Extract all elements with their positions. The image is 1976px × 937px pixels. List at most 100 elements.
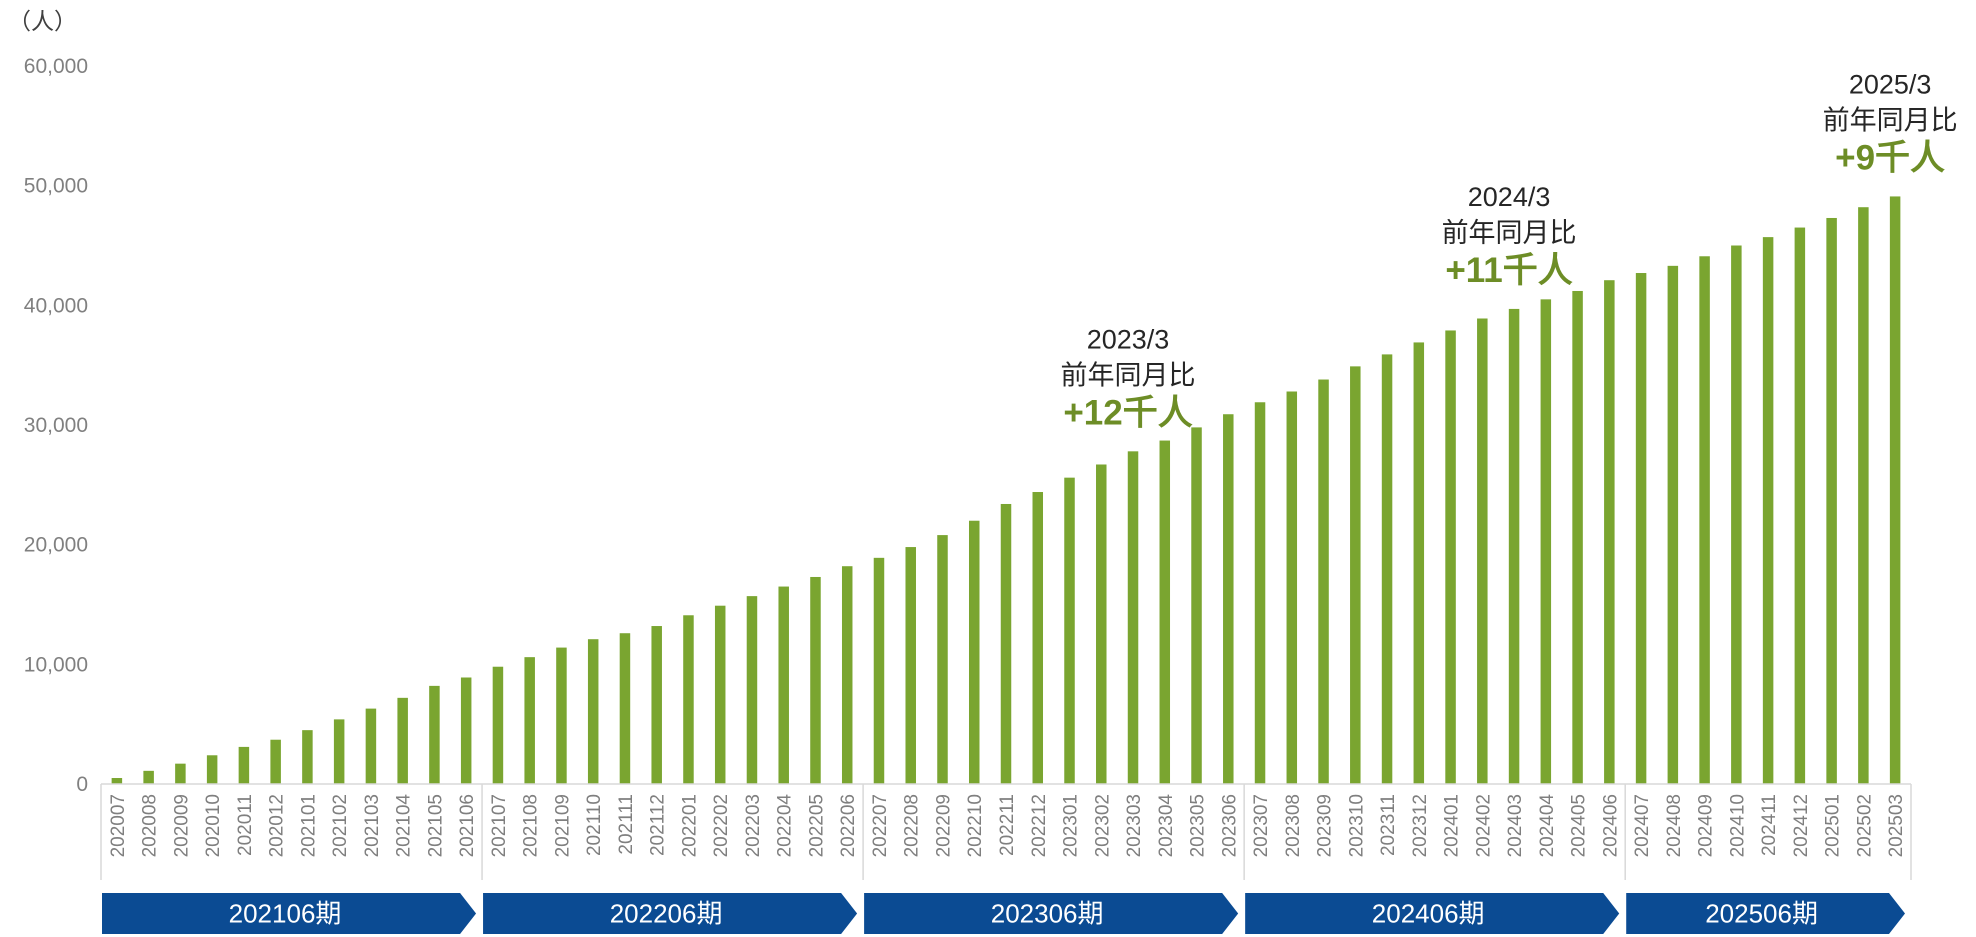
bar	[1540, 299, 1552, 784]
x-tick-label: 202110	[584, 794, 605, 856]
bar	[937, 535, 948, 784]
x-tick-label: 202011	[235, 794, 256, 856]
x-tick-label: 202308	[1283, 794, 1304, 857]
y-tick-label: 0	[76, 773, 88, 796]
x-tick-label: 202306	[1219, 794, 1240, 857]
x-tick-label: 202203	[743, 794, 764, 857]
bar	[365, 708, 377, 784]
x-tick-label: 202304	[1156, 794, 1177, 858]
bar	[1350, 366, 1361, 784]
bar	[397, 697, 408, 784]
bar	[1667, 265, 1679, 784]
bar	[429, 685, 440, 784]
bar	[1889, 196, 1901, 785]
annotation-date: 2023/3	[1087, 324, 1170, 354]
x-tick-label: 202012	[267, 794, 288, 857]
y-axis-unit-label: （人）	[8, 8, 77, 34]
x-tick-label: 202311	[1378, 794, 1399, 856]
x-tick-label: 202007	[108, 794, 129, 857]
period-arrow	[483, 893, 858, 934]
annotation-caption: 前年同月比	[1061, 360, 1196, 390]
y-tick-label: 20,000	[24, 534, 88, 557]
x-tick-label: 202205	[806, 794, 827, 857]
x-tick-label: 202102	[330, 794, 351, 857]
bar	[1191, 427, 1202, 784]
bar	[524, 657, 535, 784]
y-tick-label: 50,000	[24, 175, 88, 198]
x-tick-label: 202211	[997, 794, 1018, 856]
bar	[1413, 342, 1425, 784]
y-tick-label: 10,000	[24, 653, 88, 676]
x-tick-label: 202107	[489, 794, 510, 857]
bar	[1794, 227, 1806, 785]
x-tick-label: 202210	[965, 794, 986, 857]
bar	[333, 719, 345, 784]
bar	[1826, 217, 1837, 784]
bar	[714, 605, 726, 784]
bar	[1159, 440, 1171, 784]
bar	[111, 778, 123, 784]
x-tick-label: 202309	[1315, 794, 1336, 857]
bar	[1858, 207, 1869, 784]
annotations: 2023/3前年同月比+12千人2024/3前年同月比+11千人2025/3前年…	[1061, 69, 1958, 432]
x-tick-label: 202008	[140, 794, 161, 857]
period-arrow	[864, 893, 1239, 934]
bar	[460, 677, 472, 784]
bar	[1127, 451, 1139, 784]
x-tick-label: 202103	[362, 794, 383, 857]
x-tick-label: 202212	[1029, 794, 1050, 857]
x-tick-label: 202403	[1505, 794, 1526, 857]
y-axis-ticks: 0 10,000 20,000 30,000 40,000 50,000 60,000	[24, 55, 88, 796]
x-tick-label: 202405	[1569, 794, 1590, 857]
x-tick-label: 202009	[171, 794, 192, 857]
bar	[1731, 245, 1742, 784]
period-label: 202506期	[1705, 899, 1818, 929]
bar	[492, 666, 504, 784]
annotation-caption: 前年同月比	[1823, 105, 1958, 135]
bar	[1064, 477, 1075, 784]
bar	[746, 596, 758, 784]
bar	[1635, 273, 1647, 784]
x-tick-label: 202502	[1854, 794, 1875, 857]
bar	[270, 739, 281, 784]
x-tick-label: 202202	[711, 794, 732, 857]
x-tick-label: 202404	[1537, 794, 1558, 858]
bar	[556, 647, 567, 784]
bar	[778, 586, 789, 784]
bar	[1762, 237, 1774, 784]
bar	[238, 746, 250, 784]
x-tick-label: 202402	[1473, 794, 1494, 857]
x-tick-label: 202106	[457, 794, 478, 857]
bar	[683, 615, 694, 784]
bar	[1445, 330, 1456, 784]
period-arrow	[1626, 893, 1905, 934]
x-tick-label: 202303	[1124, 794, 1145, 857]
x-axis: 202007 202008 202009 202010 202011 202012 2021…	[100, 783, 1912, 880]
annotation-date: 2025/3	[1849, 69, 1932, 99]
x-tick-label: 202409	[1696, 794, 1717, 857]
x-tick-label: 202410	[1727, 794, 1748, 857]
bar	[1096, 464, 1107, 784]
x-tick-label: 202412	[1791, 794, 1812, 857]
x-tick-label: 202101	[298, 794, 319, 857]
x-tick-label: 202206	[838, 794, 859, 857]
annotation-value: +11千人	[1445, 251, 1572, 290]
bar	[1286, 391, 1298, 784]
bar	[841, 566, 853, 784]
x-tick-label: 202501	[1823, 794, 1844, 857]
x-tick-label: 202401	[1442, 794, 1463, 857]
bar	[1477, 318, 1488, 784]
annotation-value: +12千人	[1063, 393, 1192, 432]
x-tick-label: 202010	[203, 794, 224, 857]
bar	[1000, 503, 1012, 784]
annotation-date: 2024/3	[1468, 182, 1551, 212]
bar	[810, 576, 821, 784]
annotation-caption: 前年同月比	[1442, 218, 1577, 248]
y-tick-label: 60,000	[24, 55, 88, 78]
bar	[1318, 379, 1329, 784]
x-tick-label: 202408	[1664, 794, 1685, 857]
bar	[651, 626, 662, 784]
x-tick-label: 202209	[933, 794, 954, 857]
x-tick-label: 202310	[1346, 794, 1367, 857]
